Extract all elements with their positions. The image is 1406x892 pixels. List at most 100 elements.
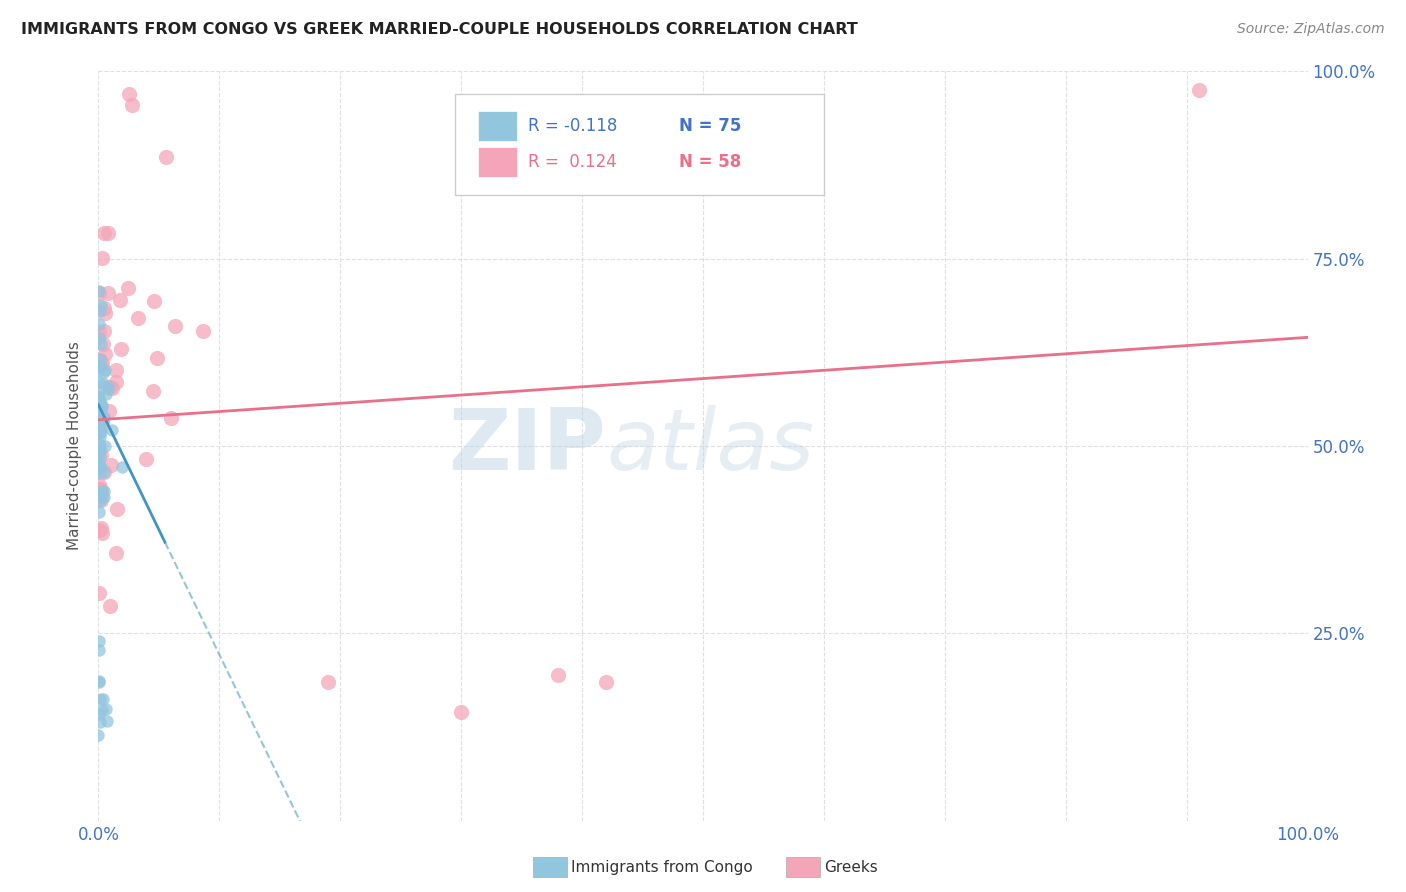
- Text: IMMIGRANTS FROM CONGO VS GREEK MARRIED-COUPLE HOUSEHOLDS CORRELATION CHART: IMMIGRANTS FROM CONGO VS GREEK MARRIED-C…: [21, 22, 858, 37]
- Point: [89, 352, 111, 367]
- FancyBboxPatch shape: [456, 94, 824, 195]
- Point: [93, 363, 115, 377]
- Point: [142, 293, 165, 308]
- Point: [89, 393, 111, 408]
- Point: [90, 493, 112, 508]
- Point: [87, 425, 110, 439]
- Point: [89, 402, 111, 417]
- Point: [89, 430, 111, 444]
- Point: [316, 675, 339, 690]
- Point: [87, 425, 110, 440]
- Point: [90, 483, 112, 498]
- Point: [87, 318, 110, 332]
- Point: [193, 324, 215, 338]
- Point: [93, 411, 115, 425]
- Point: [89, 482, 111, 496]
- Point: [101, 381, 124, 395]
- Point: [90, 357, 112, 371]
- Point: [155, 150, 177, 164]
- Point: [87, 413, 110, 427]
- Text: ZIP: ZIP: [449, 404, 606, 488]
- Point: [91, 526, 114, 541]
- Point: [90, 298, 112, 312]
- Point: [87, 643, 110, 657]
- Point: [90, 703, 112, 717]
- Point: [87, 727, 110, 741]
- Point: [1188, 83, 1211, 97]
- Point: [100, 599, 122, 613]
- Point: [118, 87, 141, 101]
- Point: [97, 382, 120, 396]
- Point: [90, 425, 112, 439]
- Point: [90, 403, 112, 417]
- Point: [90, 400, 112, 414]
- Point: [94, 347, 117, 361]
- Point: [93, 491, 115, 505]
- FancyBboxPatch shape: [478, 147, 517, 177]
- Point: [89, 399, 111, 413]
- Point: [90, 459, 112, 474]
- Point: [91, 251, 114, 265]
- Text: Greeks: Greeks: [824, 860, 877, 874]
- Point: [127, 311, 149, 326]
- Text: R =  0.124: R = 0.124: [527, 153, 616, 171]
- Text: atlas: atlas: [606, 404, 814, 488]
- Point: [104, 363, 127, 377]
- Point: [89, 443, 111, 458]
- Point: [89, 633, 111, 648]
- Point: [87, 363, 110, 377]
- Point: [94, 305, 117, 319]
- Point: [87, 356, 110, 370]
- Point: [100, 458, 122, 472]
- Point: [121, 98, 143, 112]
- Point: [90, 420, 112, 434]
- Point: [89, 325, 111, 339]
- Point: [89, 460, 111, 475]
- Point: [87, 446, 110, 460]
- Point: [145, 351, 167, 365]
- Point: [135, 452, 157, 467]
- Point: [89, 418, 111, 433]
- Point: [87, 331, 110, 345]
- Point: [91, 692, 114, 706]
- Point: [93, 466, 115, 480]
- Point: [89, 304, 111, 318]
- Point: [87, 389, 110, 403]
- Point: [90, 414, 112, 428]
- Point: [89, 376, 111, 390]
- Point: [87, 523, 110, 537]
- Point: [87, 408, 110, 422]
- Point: [547, 667, 569, 681]
- Point: [87, 405, 110, 419]
- Point: [93, 365, 115, 379]
- Point: [96, 226, 118, 240]
- Point: [160, 410, 183, 425]
- Text: N = 58: N = 58: [679, 153, 741, 171]
- Point: [89, 494, 111, 508]
- Point: [90, 490, 112, 504]
- Point: [110, 293, 132, 307]
- Point: [98, 403, 121, 417]
- Point: [90, 357, 112, 371]
- Point: [87, 359, 110, 373]
- Point: [87, 455, 110, 469]
- Point: [595, 675, 617, 690]
- Point: [93, 324, 115, 338]
- Point: [94, 387, 117, 401]
- Point: [87, 398, 110, 412]
- Point: [90, 521, 112, 535]
- Point: [87, 445, 110, 459]
- Point: [87, 285, 110, 299]
- Text: N = 75: N = 75: [679, 117, 741, 135]
- Point: [98, 380, 121, 394]
- Point: [89, 675, 111, 690]
- Point: [105, 502, 128, 516]
- Point: [87, 359, 110, 373]
- Point: [87, 427, 110, 442]
- Point: [117, 281, 139, 295]
- Point: [104, 375, 127, 389]
- Point: [89, 286, 111, 301]
- Point: [111, 460, 134, 475]
- Text: R = -0.118: R = -0.118: [527, 117, 617, 135]
- Point: [91, 376, 114, 391]
